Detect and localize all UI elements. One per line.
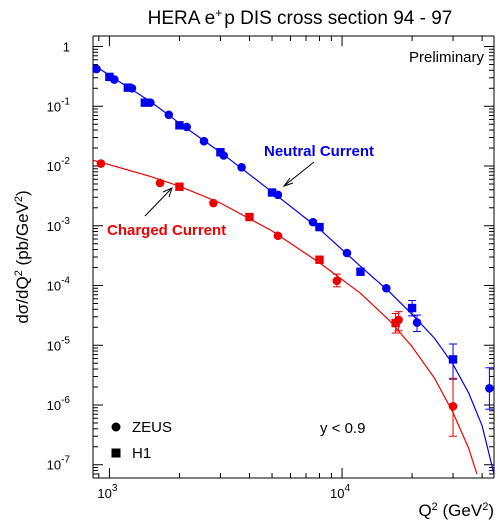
data-point (245, 212, 254, 222)
preliminary-label: Preliminary (409, 49, 485, 66)
y-tick-label: 10-5 (47, 335, 71, 353)
data-point (164, 110, 174, 120)
legend-marker-h1 (111, 448, 121, 458)
data-point (407, 303, 417, 313)
data-point (182, 122, 192, 132)
data-point (175, 182, 184, 191)
y-tick-label: 10-7 (47, 455, 71, 473)
axis-ticks (93, 36, 494, 479)
data-point (448, 402, 458, 411)
data-point (315, 222, 324, 232)
legend-label-zeus: ZEUS (132, 419, 172, 436)
data-point (199, 136, 209, 146)
data-point (308, 217, 318, 227)
cc-h1-series (175, 182, 400, 334)
data-point (92, 64, 101, 74)
nc-zeus-series (92, 64, 494, 410)
nc-h1-series (105, 72, 458, 380)
neutral-current-label: Neutral Current (264, 143, 374, 160)
legend-label-h1: H1 (132, 445, 151, 462)
y-tick-label: 10-4 (47, 276, 71, 294)
y-tick-labels: 1 10-1 10-2 10-3 10-4 10-5 10-6 10-7 (47, 40, 71, 473)
y-tick-label: 10-2 (47, 156, 71, 174)
x-axis-label: Q2 (GeV2) (418, 501, 494, 520)
x-tick-label: 104 (330, 483, 350, 501)
data-point (412, 318, 422, 327)
data-point (155, 178, 165, 188)
data-point (315, 255, 324, 264)
y-tick-label: 10-1 (47, 96, 71, 114)
x-tick-label: 103 (97, 483, 117, 501)
data-point (209, 198, 218, 208)
y-tick-label: 10-3 (47, 216, 71, 234)
data-point (175, 121, 184, 130)
nc-curve (93, 63, 494, 475)
charged-current-arrow (144, 187, 173, 217)
y-axis-label: dσ/dQ2 (pb/GeV2) (13, 190, 32, 323)
y-tick-label: 1 (63, 40, 70, 55)
data-points (92, 64, 494, 437)
data-point (267, 188, 277, 197)
data-point (216, 148, 225, 157)
data-point (332, 276, 342, 286)
data-point (382, 283, 391, 293)
data-point (448, 355, 458, 364)
data-point (342, 248, 352, 258)
legend-marker-zeus (111, 422, 121, 432)
data-point (391, 318, 400, 328)
cc-zeus-series (96, 159, 458, 437)
y-tick-label: 10-6 (47, 395, 71, 413)
chart-title: HERA e+ p DIS cross section 94 - 97 (148, 6, 453, 29)
data-point (105, 72, 114, 82)
data-point (356, 267, 365, 276)
theory-curves (93, 63, 494, 475)
data-point (485, 384, 494, 393)
legend: ZEUS H1 (111, 419, 172, 462)
y-cut-label: y < 0.9 (320, 420, 365, 437)
x-tick-labels: 103 104 (97, 483, 350, 501)
charged-current-label: Charged Current (107, 222, 226, 239)
neutral-current-arrow (282, 161, 315, 187)
data-point (273, 231, 283, 241)
data-point (123, 83, 133, 92)
data-point (237, 163, 246, 172)
data-point (96, 159, 106, 168)
data-point (140, 98, 150, 107)
